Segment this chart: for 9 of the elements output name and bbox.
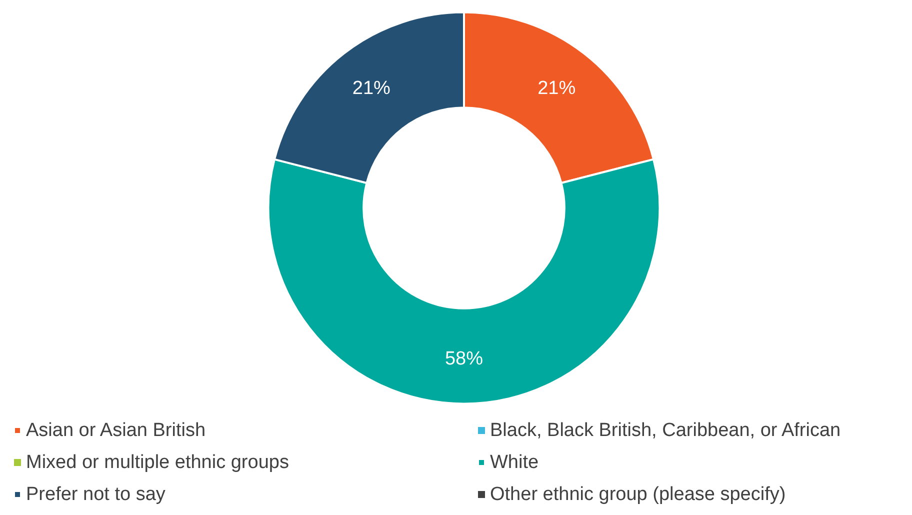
data-label: 21% <box>538 78 576 100</box>
legend-label: White <box>490 452 539 473</box>
data-label: 21% <box>352 78 391 100</box>
legend-label: Other ethnic group (please specify) <box>490 484 786 505</box>
legend-label: Prefer not to say <box>26 484 166 505</box>
legend-label: Asian or Asian British <box>26 420 206 441</box>
data-label: 58% <box>444 348 484 370</box>
legend-label: Mixed or multiple ethnic groups <box>26 452 289 473</box>
legend-label: Black, Black British, Caribbean, or African <box>490 420 841 441</box>
